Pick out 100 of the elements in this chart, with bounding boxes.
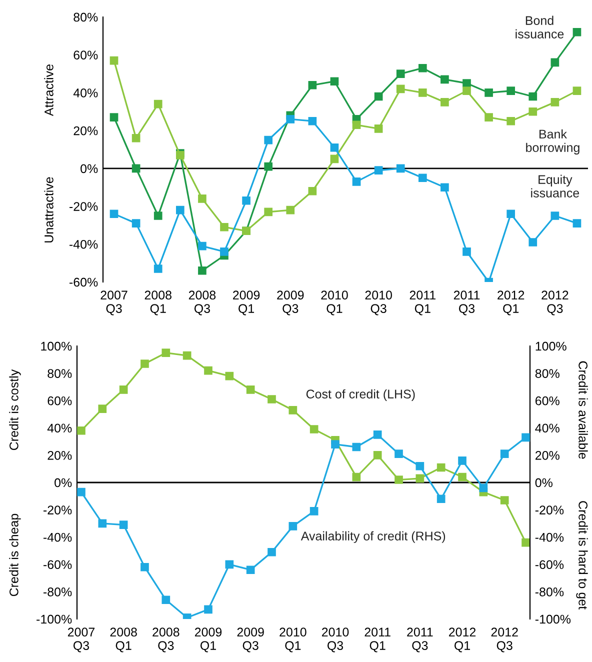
point (352, 472, 361, 482)
point (418, 88, 427, 97)
point (418, 64, 427, 72)
point (458, 456, 466, 465)
point (288, 406, 298, 414)
y-tick-label: -80% (44, 588, 72, 596)
x-tick-label: 2012 Q1 (448, 628, 476, 652)
x-tick-label: 2007 Q3 (68, 628, 95, 652)
point (119, 520, 128, 529)
point (198, 266, 206, 275)
point (522, 538, 530, 547)
point (330, 77, 339, 86)
point (77, 488, 86, 496)
x-tick-label: 2010 Q3 (365, 290, 392, 316)
point (330, 154, 339, 164)
point (462, 248, 471, 256)
point (308, 116, 317, 126)
point (110, 113, 118, 122)
point (110, 56, 118, 65)
point (394, 450, 403, 458)
point (436, 463, 446, 472)
point (506, 86, 516, 95)
y-tick-label: 20% (74, 126, 98, 136)
y-tick-label: 40% (47, 424, 72, 433)
point (416, 462, 424, 470)
y-tick-label: 20% (48, 451, 72, 460)
series-label: Bond issuance (516, 16, 564, 38)
point (98, 404, 107, 413)
x-tick-label: 2009 Q3 (277, 290, 304, 316)
y-tick-label: 0% (54, 478, 72, 488)
text: Unattractive (44, 177, 54, 242)
y-tick-label: 0% (80, 164, 98, 174)
point (396, 84, 405, 94)
point (308, 80, 317, 90)
point (132, 219, 140, 228)
point (550, 58, 560, 67)
y2-tick-label: -100% (535, 614, 571, 624)
series-label: Bank borrowing (526, 129, 580, 154)
point (204, 366, 212, 375)
point (528, 92, 538, 101)
point (176, 206, 184, 214)
y-tick-label: -40% (44, 532, 72, 542)
y2-tick-label: -20% (535, 506, 564, 514)
y-tick-label: -100% (36, 614, 72, 624)
point (352, 178, 361, 186)
y2-tick-label: -60% (535, 560, 564, 570)
y-tick-label: -60% (70, 278, 98, 287)
x-tick-label: 2010 Q3 (322, 628, 349, 652)
point (286, 206, 295, 214)
text: Credit is hard to get (576, 501, 588, 610)
point (310, 507, 318, 516)
point (154, 100, 162, 108)
point (77, 426, 86, 435)
y2-tick-label: 100% (536, 342, 566, 351)
point (440, 98, 449, 106)
point (246, 566, 255, 574)
point (310, 425, 318, 434)
y2-tick-label: 40% (535, 424, 560, 433)
x-tick-label: 2009 Q3 (237, 628, 264, 652)
x-tick-label: 2012 Q1 (498, 290, 524, 316)
point (352, 442, 361, 452)
point (198, 194, 206, 203)
point (268, 395, 276, 404)
y2-tick-label: 0% (535, 478, 552, 488)
y2-tick-label: -80% (535, 588, 564, 596)
point (550, 98, 560, 106)
point (506, 116, 516, 126)
point (225, 372, 234, 380)
y2-tick-label: 60% (535, 396, 560, 406)
point (550, 212, 560, 220)
point (416, 474, 424, 483)
point (458, 472, 466, 482)
point (264, 136, 273, 144)
x-tick-label: 2008 Q1 (144, 290, 172, 316)
y2-tick-label: 80% (535, 369, 560, 378)
point (98, 519, 107, 528)
point (246, 386, 255, 394)
point (396, 164, 405, 173)
y-tick-label: 60% (74, 50, 98, 60)
x-tick-label: 2011 Q1 (364, 628, 390, 652)
point (242, 196, 250, 205)
point (373, 451, 382, 460)
y-tick-label: 60% (48, 396, 72, 406)
text: Credit is costly (9, 369, 21, 450)
y-tick-label: -20% (44, 506, 72, 514)
x-tick-label: 2007 Q3 (100, 290, 128, 316)
point (286, 115, 295, 124)
point (418, 174, 427, 182)
point (132, 134, 140, 142)
point (374, 166, 383, 174)
y2-tick-label: -40% (535, 532, 564, 542)
point (264, 162, 273, 171)
x-tick-label: 2010 Q1 (321, 290, 348, 316)
point (440, 183, 449, 192)
y-tick-label: 40% (73, 88, 98, 98)
point (264, 208, 273, 216)
point (220, 248, 228, 256)
point (572, 86, 582, 95)
x-tick-label: 2008 Q3 (188, 290, 216, 316)
series-label: Cost of credit (LHS) (306, 389, 415, 401)
